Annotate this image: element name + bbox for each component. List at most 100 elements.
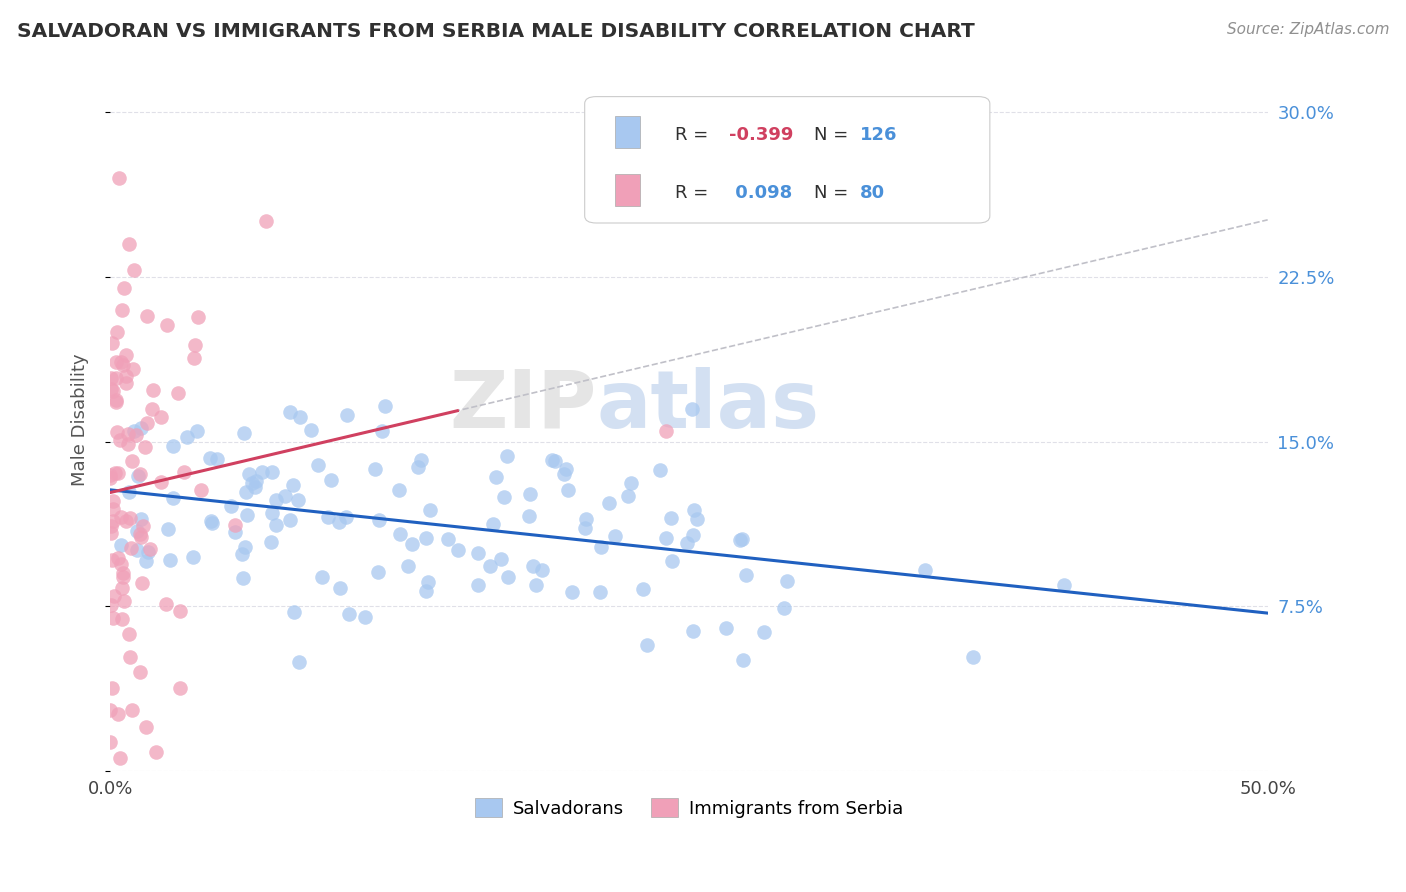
- Point: [467, 578, 489, 592]
- Point: [101, 336, 124, 351]
- Point: [141, 401, 163, 416]
- Point: [401, 537, 423, 551]
- Point: [219, 499, 242, 513]
- Point: [122, 424, 145, 438]
- Point: [101, 501, 124, 516]
- Point: [329, 581, 352, 595]
- Point: [260, 465, 283, 479]
- Point: [519, 487, 541, 501]
- Point: [288, 410, 311, 425]
- Point: [264, 517, 287, 532]
- Point: [388, 483, 411, 498]
- Point: [149, 410, 172, 425]
- Point: [103, 589, 125, 603]
- Point: [235, 508, 257, 523]
- Point: [101, 384, 124, 399]
- Point: [337, 607, 360, 622]
- Point: [367, 565, 389, 579]
- Point: [120, 541, 142, 555]
- Text: R =: R =: [675, 127, 714, 145]
- Y-axis label: Male Disability: Male Disability: [72, 353, 89, 486]
- Point: [467, 546, 489, 560]
- Point: [198, 451, 221, 466]
- Point: [107, 550, 129, 565]
- Point: [186, 310, 208, 325]
- Point: [98, 471, 121, 485]
- Point: [118, 626, 141, 640]
- Point: [112, 281, 135, 295]
- Point: [115, 347, 138, 361]
- Point: [125, 543, 148, 558]
- Point: [681, 401, 703, 416]
- Text: 126: 126: [860, 127, 897, 145]
- Point: [149, 475, 172, 490]
- Point: [110, 355, 132, 369]
- Point: [683, 503, 706, 517]
- Point: [139, 541, 162, 556]
- Point: [682, 624, 704, 638]
- Point: [650, 463, 672, 477]
- Point: [224, 517, 246, 532]
- Point: [104, 371, 127, 385]
- Point: [100, 599, 122, 613]
- Point: [111, 582, 134, 596]
- Point: [274, 489, 297, 503]
- Point: [631, 582, 654, 596]
- Point: [682, 528, 704, 542]
- Point: [447, 543, 470, 558]
- Point: [231, 547, 253, 561]
- Point: [104, 466, 127, 480]
- Point: [224, 524, 246, 539]
- Point: [136, 310, 159, 324]
- Point: [716, 621, 738, 635]
- Point: [574, 521, 596, 535]
- Point: [108, 750, 131, 764]
- Point: [589, 540, 612, 554]
- Point: [603, 528, 626, 542]
- Point: [661, 554, 683, 568]
- Point: [561, 584, 583, 599]
- Point: [1053, 578, 1076, 592]
- Point: [104, 355, 127, 369]
- Point: [135, 720, 157, 734]
- Point: [131, 421, 153, 435]
- Point: [281, 478, 304, 492]
- Point: [181, 549, 204, 564]
- Point: [112, 593, 135, 607]
- Point: [328, 515, 350, 529]
- Point: [522, 558, 544, 573]
- Point: [553, 467, 575, 482]
- Text: 80: 80: [860, 184, 886, 202]
- Point: [408, 459, 430, 474]
- Point: [735, 568, 758, 582]
- Point: [156, 522, 179, 536]
- Point: [962, 649, 984, 664]
- Point: [364, 462, 387, 476]
- Point: [654, 531, 676, 545]
- Point: [169, 604, 191, 618]
- Point: [914, 563, 936, 577]
- Point: [135, 554, 157, 568]
- Point: [108, 171, 131, 186]
- Point: [184, 337, 207, 351]
- Point: [131, 576, 153, 591]
- Point: [107, 707, 129, 722]
- Point: [240, 476, 263, 491]
- Point: [288, 656, 311, 670]
- Point: [409, 453, 432, 467]
- Point: [243, 480, 266, 494]
- Point: [676, 536, 699, 550]
- Point: [415, 531, 437, 545]
- Point: [436, 532, 458, 546]
- Point: [686, 512, 709, 526]
- Point: [98, 468, 121, 483]
- Point: [115, 368, 138, 383]
- Text: atlas: atlas: [596, 367, 820, 444]
- Point: [205, 451, 228, 466]
- Point: [233, 540, 256, 554]
- Point: [127, 468, 149, 483]
- Point: [98, 734, 121, 748]
- Point: [419, 503, 441, 517]
- Point: [108, 433, 131, 447]
- Point: [321, 474, 343, 488]
